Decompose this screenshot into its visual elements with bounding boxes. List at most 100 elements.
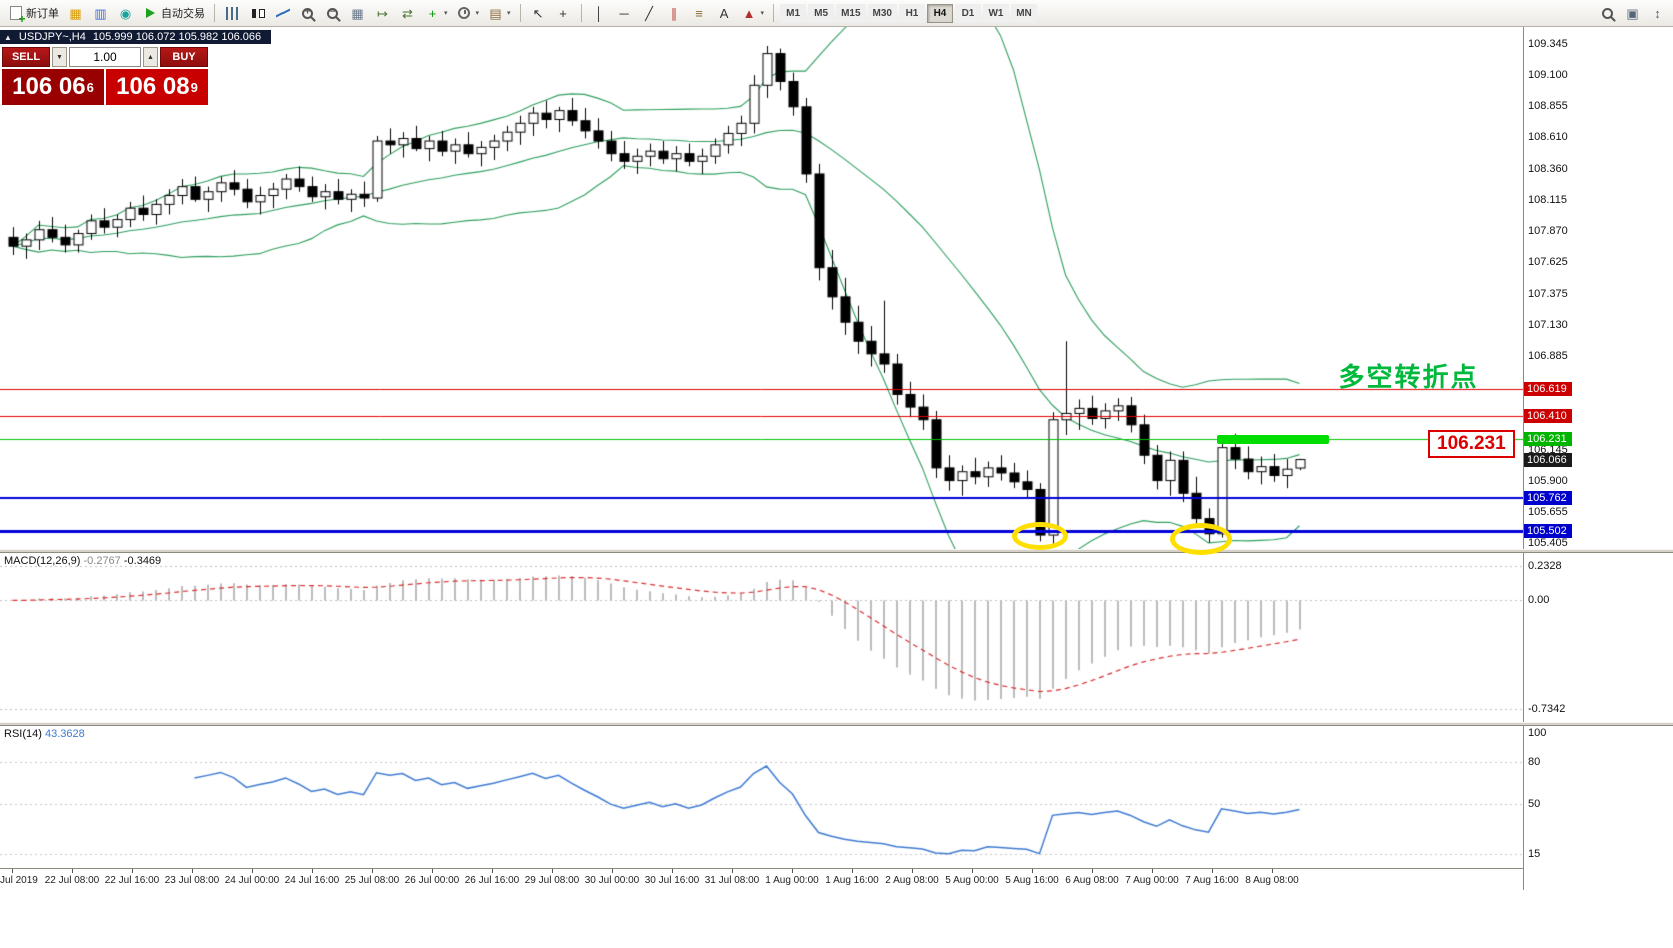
- timeframe-M15[interactable]: M15: [836, 3, 866, 23]
- vertical-line-button[interactable]: │: [588, 3, 611, 24]
- chart-shift-button[interactable]: ⇄: [396, 3, 419, 24]
- timeframe-M1[interactable]: M1: [780, 3, 807, 23]
- rsi-canvas[interactable]: [0, 726, 1523, 868]
- price-marker: 106.410: [1524, 408, 1572, 423]
- time-tick: [12, 869, 13, 873]
- data-window-button[interactable]: ◉: [114, 3, 137, 24]
- macd-tick: 0.2328: [1528, 559, 1562, 572]
- timeframe-D1[interactable]: D1: [954, 3, 981, 23]
- sell-button[interactable]: SELL: [2, 47, 50, 67]
- charts-button[interactable]: ▦: [64, 3, 87, 24]
- channel-button[interactable]: ∥: [663, 3, 686, 24]
- main-chart-pane[interactable]: ▲ USDJPY~,H4 105.999 106.072 105.982 106…: [0, 27, 1523, 549]
- bar-chart-button[interactable]: [221, 3, 244, 24]
- auto-scroll-icon: ↦: [377, 5, 388, 21]
- macd-main-value: -0.2767: [83, 555, 121, 567]
- bar-chart-icon: [224, 5, 241, 22]
- timeframe-MN[interactable]: MN: [1010, 3, 1037, 23]
- trendline-button[interactable]: ╱: [638, 3, 661, 24]
- candlestick-button[interactable]: [246, 3, 269, 24]
- layout-button[interactable]: ▣: [1621, 3, 1644, 24]
- buy-button[interactable]: BUY: [160, 47, 208, 67]
- arrows-button[interactable]: ▲ ▾: [738, 3, 768, 24]
- time-label: 1 Aug 00:00: [765, 875, 819, 886]
- macd-pane[interactable]: MACD(12,26,9) -0.2767 -0.3469: [0, 553, 1523, 722]
- channel-icon: ∥: [670, 5, 678, 21]
- rsi-value: 43.3628: [44, 728, 85, 740]
- periods-button[interactable]: ▾: [453, 3, 483, 24]
- templates-button[interactable]: ▤ ▾: [484, 3, 514, 24]
- time-tick: [1032, 869, 1033, 873]
- time-label: 5 Aug 00:00: [945, 875, 999, 886]
- sell-price[interactable]: 106 06 6: [2, 69, 104, 105]
- pane-splitter[interactable]: [0, 549, 1673, 553]
- time-label: 29 Jul 08:00: [524, 875, 580, 886]
- line-chart-button[interactable]: [271, 3, 294, 24]
- time-tick: [372, 869, 373, 873]
- volume-input[interactable]: [69, 47, 141, 67]
- cursor-button[interactable]: ↖: [527, 3, 550, 24]
- time-tick: [1152, 869, 1153, 873]
- macd-canvas[interactable]: [0, 553, 1523, 722]
- fibonacci-button[interactable]: ≡: [688, 3, 711, 24]
- time-tick: [732, 869, 733, 873]
- rsi-pane[interactable]: RSI(14) 43.3628: [0, 726, 1523, 868]
- cursor-icon: ↖: [532, 5, 544, 21]
- zoom-out-button[interactable]: [321, 3, 344, 24]
- buy-price[interactable]: 106 08 9: [106, 69, 208, 105]
- tile-windows-button[interactable]: ▦: [346, 3, 369, 24]
- time-label: 26 Jul 16:00: [464, 875, 520, 886]
- autotrade-button-label: 自动交易: [161, 8, 205, 20]
- pane-splitter-2[interactable]: [0, 722, 1673, 726]
- macd-name: MACD(12,26,9): [4, 555, 81, 567]
- macd-signal-value: -0.3469: [123, 555, 162, 567]
- timeframe-M30[interactable]: M30: [867, 3, 897, 23]
- horizontal-line-button[interactable]: ─: [613, 3, 636, 24]
- expand-button[interactable]: ↕: [1646, 3, 1669, 24]
- zoom-in-icon: [299, 5, 316, 22]
- timeframe-H4[interactable]: H4: [926, 3, 953, 23]
- market-watch-button[interactable]: ▥: [89, 3, 112, 24]
- time-label: 30 Jul 16:00: [644, 875, 700, 886]
- one-click-trading-panel: SELL ▼ ▲ BUY 106 066 106 089: [2, 47, 208, 105]
- chart-collapse-icon[interactable]: ▲: [4, 32, 12, 42]
- text-button[interactable]: A: [713, 3, 736, 24]
- time-label: 6 Aug 08:00: [1065, 875, 1119, 886]
- time-label: 2 Aug 08:00: [885, 875, 939, 886]
- search-icon: [1599, 5, 1616, 22]
- candlestick-chart-canvas[interactable]: [0, 27, 1523, 549]
- price-scale[interactable]: 109.345 109.100 108.855 108.610 108.360 108.1…: [1523, 27, 1673, 890]
- price-tick: 109.100: [1528, 69, 1568, 82]
- price-marker: 105.762: [1524, 491, 1572, 506]
- time-axis[interactable]: 19 Jul 2019 22 Jul 08:00 22 Jul 16:00 23 Ju…: [0, 868, 1673, 890]
- volume-decrease-button[interactable]: ▼: [52, 47, 67, 67]
- timeframe-W1[interactable]: W1: [982, 3, 1009, 23]
- new-order-button-label: 新订单: [26, 8, 59, 20]
- crosshair-button[interactable]: +: [552, 3, 575, 24]
- market-watch-icon: ▥: [94, 5, 107, 21]
- price-tick: 107.130: [1528, 318, 1568, 331]
- price-marker: 106.231: [1524, 431, 1572, 446]
- macd-tick: -0.7342: [1528, 703, 1566, 716]
- new-order-button[interactable]: 新订单: [4, 3, 62, 25]
- expand-icon: ↕: [1654, 5, 1661, 21]
- time-tick: [612, 869, 613, 873]
- search-button[interactable]: [1596, 3, 1619, 24]
- time-tick: [1212, 869, 1213, 873]
- time-tick: [72, 869, 73, 873]
- auto-scroll-button[interactable]: ↦: [371, 3, 394, 24]
- time-label: 5 Aug 16:00: [1005, 875, 1059, 886]
- volume-increase-button[interactable]: ▲: [143, 47, 158, 67]
- timeframe-M5[interactable]: M5: [808, 3, 835, 23]
- horizontal-line-icon: ─: [619, 5, 629, 21]
- zoom-out-icon: [324, 5, 341, 22]
- timeframe-H1[interactable]: H1: [898, 3, 925, 23]
- time-tick: [312, 869, 313, 873]
- autotrade-button[interactable]: 自动交易: [139, 3, 208, 24]
- price-tick: 108.360: [1528, 162, 1568, 175]
- price-marker: 106.619: [1524, 382, 1572, 397]
- indicators-icon: +: [428, 5, 437, 21]
- indicators-button[interactable]: + ▾: [421, 3, 451, 24]
- zoom-in-button[interactable]: [296, 3, 319, 24]
- rsi-label: RSI(14) 43.3628: [4, 728, 85, 740]
